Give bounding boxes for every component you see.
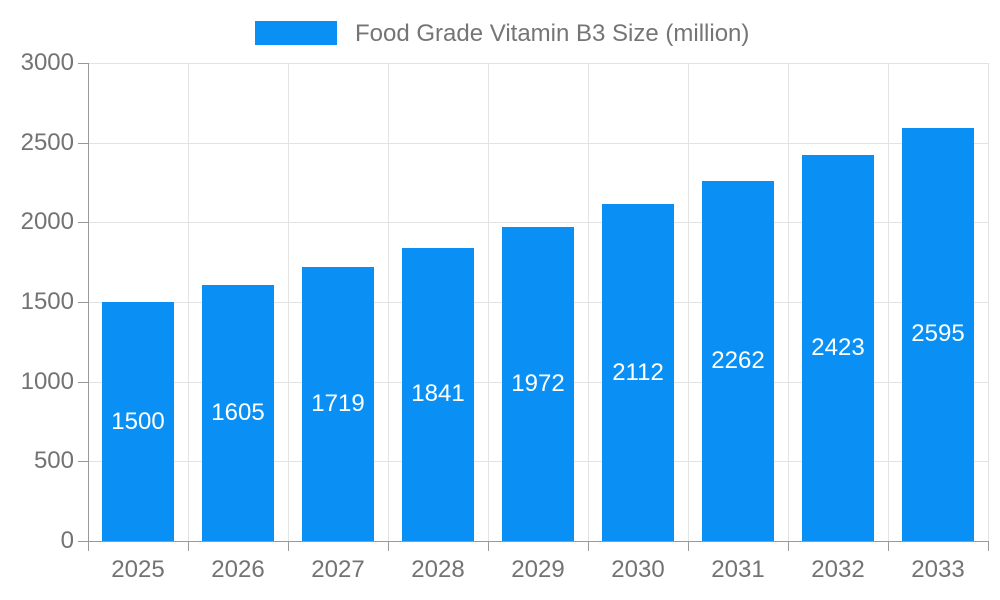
x-axis-label: 2033 [911,556,965,583]
x-axis-tick [388,541,389,551]
x-axis-label: 2027 [311,556,365,583]
y-axis-tick [78,381,88,383]
x-gridline [988,63,989,541]
y-axis-tick [78,222,88,224]
x-axis-label: 2032 [811,556,865,583]
x-gridline [488,63,489,541]
y-axis-label: 1000 [20,367,74,395]
bar-value-label: 1719 [311,390,365,418]
x-axis-label: 2031 [711,556,765,583]
x-gridline [188,63,189,541]
bar-value-label: 1972 [511,369,565,397]
x-gridline [388,63,389,541]
x-axis-tick [888,541,889,551]
y-axis-tick [78,541,88,542]
x-gridline [588,63,589,541]
bar-value-label: 1841 [411,380,465,408]
bar-2030[interactable]: 2112 [602,204,674,541]
bar-2032[interactable]: 2423 [802,154,874,541]
y-axis-label: 1500 [20,288,74,315]
bar-2033[interactable]: 2595 [902,127,974,541]
x-axis-label: 2030 [611,556,665,583]
y-axis-label: 0 [60,527,74,554]
y-axis-label: 2500 [20,128,74,156]
x-axis-tick [288,541,289,551]
x-axis-label: 2026 [211,556,265,583]
y-axis-tick [78,142,88,144]
y-axis-line [88,63,89,541]
x-gridline [788,63,789,541]
y-gridline [88,63,988,64]
x-axis-tick [688,541,689,551]
x-gridline [888,63,889,541]
y-gridline [88,222,988,224]
bar-2027[interactable]: 1719 [302,267,374,541]
y-axis-tick [78,461,88,463]
x-axis-label: 2029 [511,556,565,583]
y-axis-label: 3000 [20,49,74,76]
bar-2026[interactable]: 1605 [202,285,274,541]
bar-value-label: 2423 [811,333,865,361]
x-axis-tick [588,541,589,551]
bar-2031[interactable]: 2262 [702,180,774,541]
x-gridline [688,63,689,541]
x-axis-label: 2025 [111,556,165,583]
y-axis-label: 2000 [20,208,74,236]
x-axis-tick [788,541,789,551]
legend-swatch-icon [255,21,337,45]
bar-value-label: 1500 [111,407,165,435]
x-axis-label: 2028 [411,556,465,583]
x-gridline [288,63,289,541]
x-axis-tick [488,541,489,551]
y-axis-label: 500 [33,447,74,475]
bar-value-label: 1605 [211,399,265,427]
bar-value-label: 2595 [911,320,965,348]
bar-2029[interactable]: 1972 [502,226,574,541]
bar-2028[interactable]: 1841 [402,247,474,541]
legend-label: Food Grade Vitamin B3 Size (million) [355,20,750,47]
y-axis-tick [78,302,88,303]
y-axis-tick [78,63,88,64]
x-axis-line [88,541,988,542]
x-axis-tick [88,541,89,551]
bar-value-label: 2112 [612,358,664,386]
x-axis-tick [988,541,989,551]
bar-2025[interactable]: 1500 [102,302,174,541]
bar-value-label: 2262 [711,346,765,374]
x-axis-tick [188,541,189,551]
y-gridline [88,142,988,144]
